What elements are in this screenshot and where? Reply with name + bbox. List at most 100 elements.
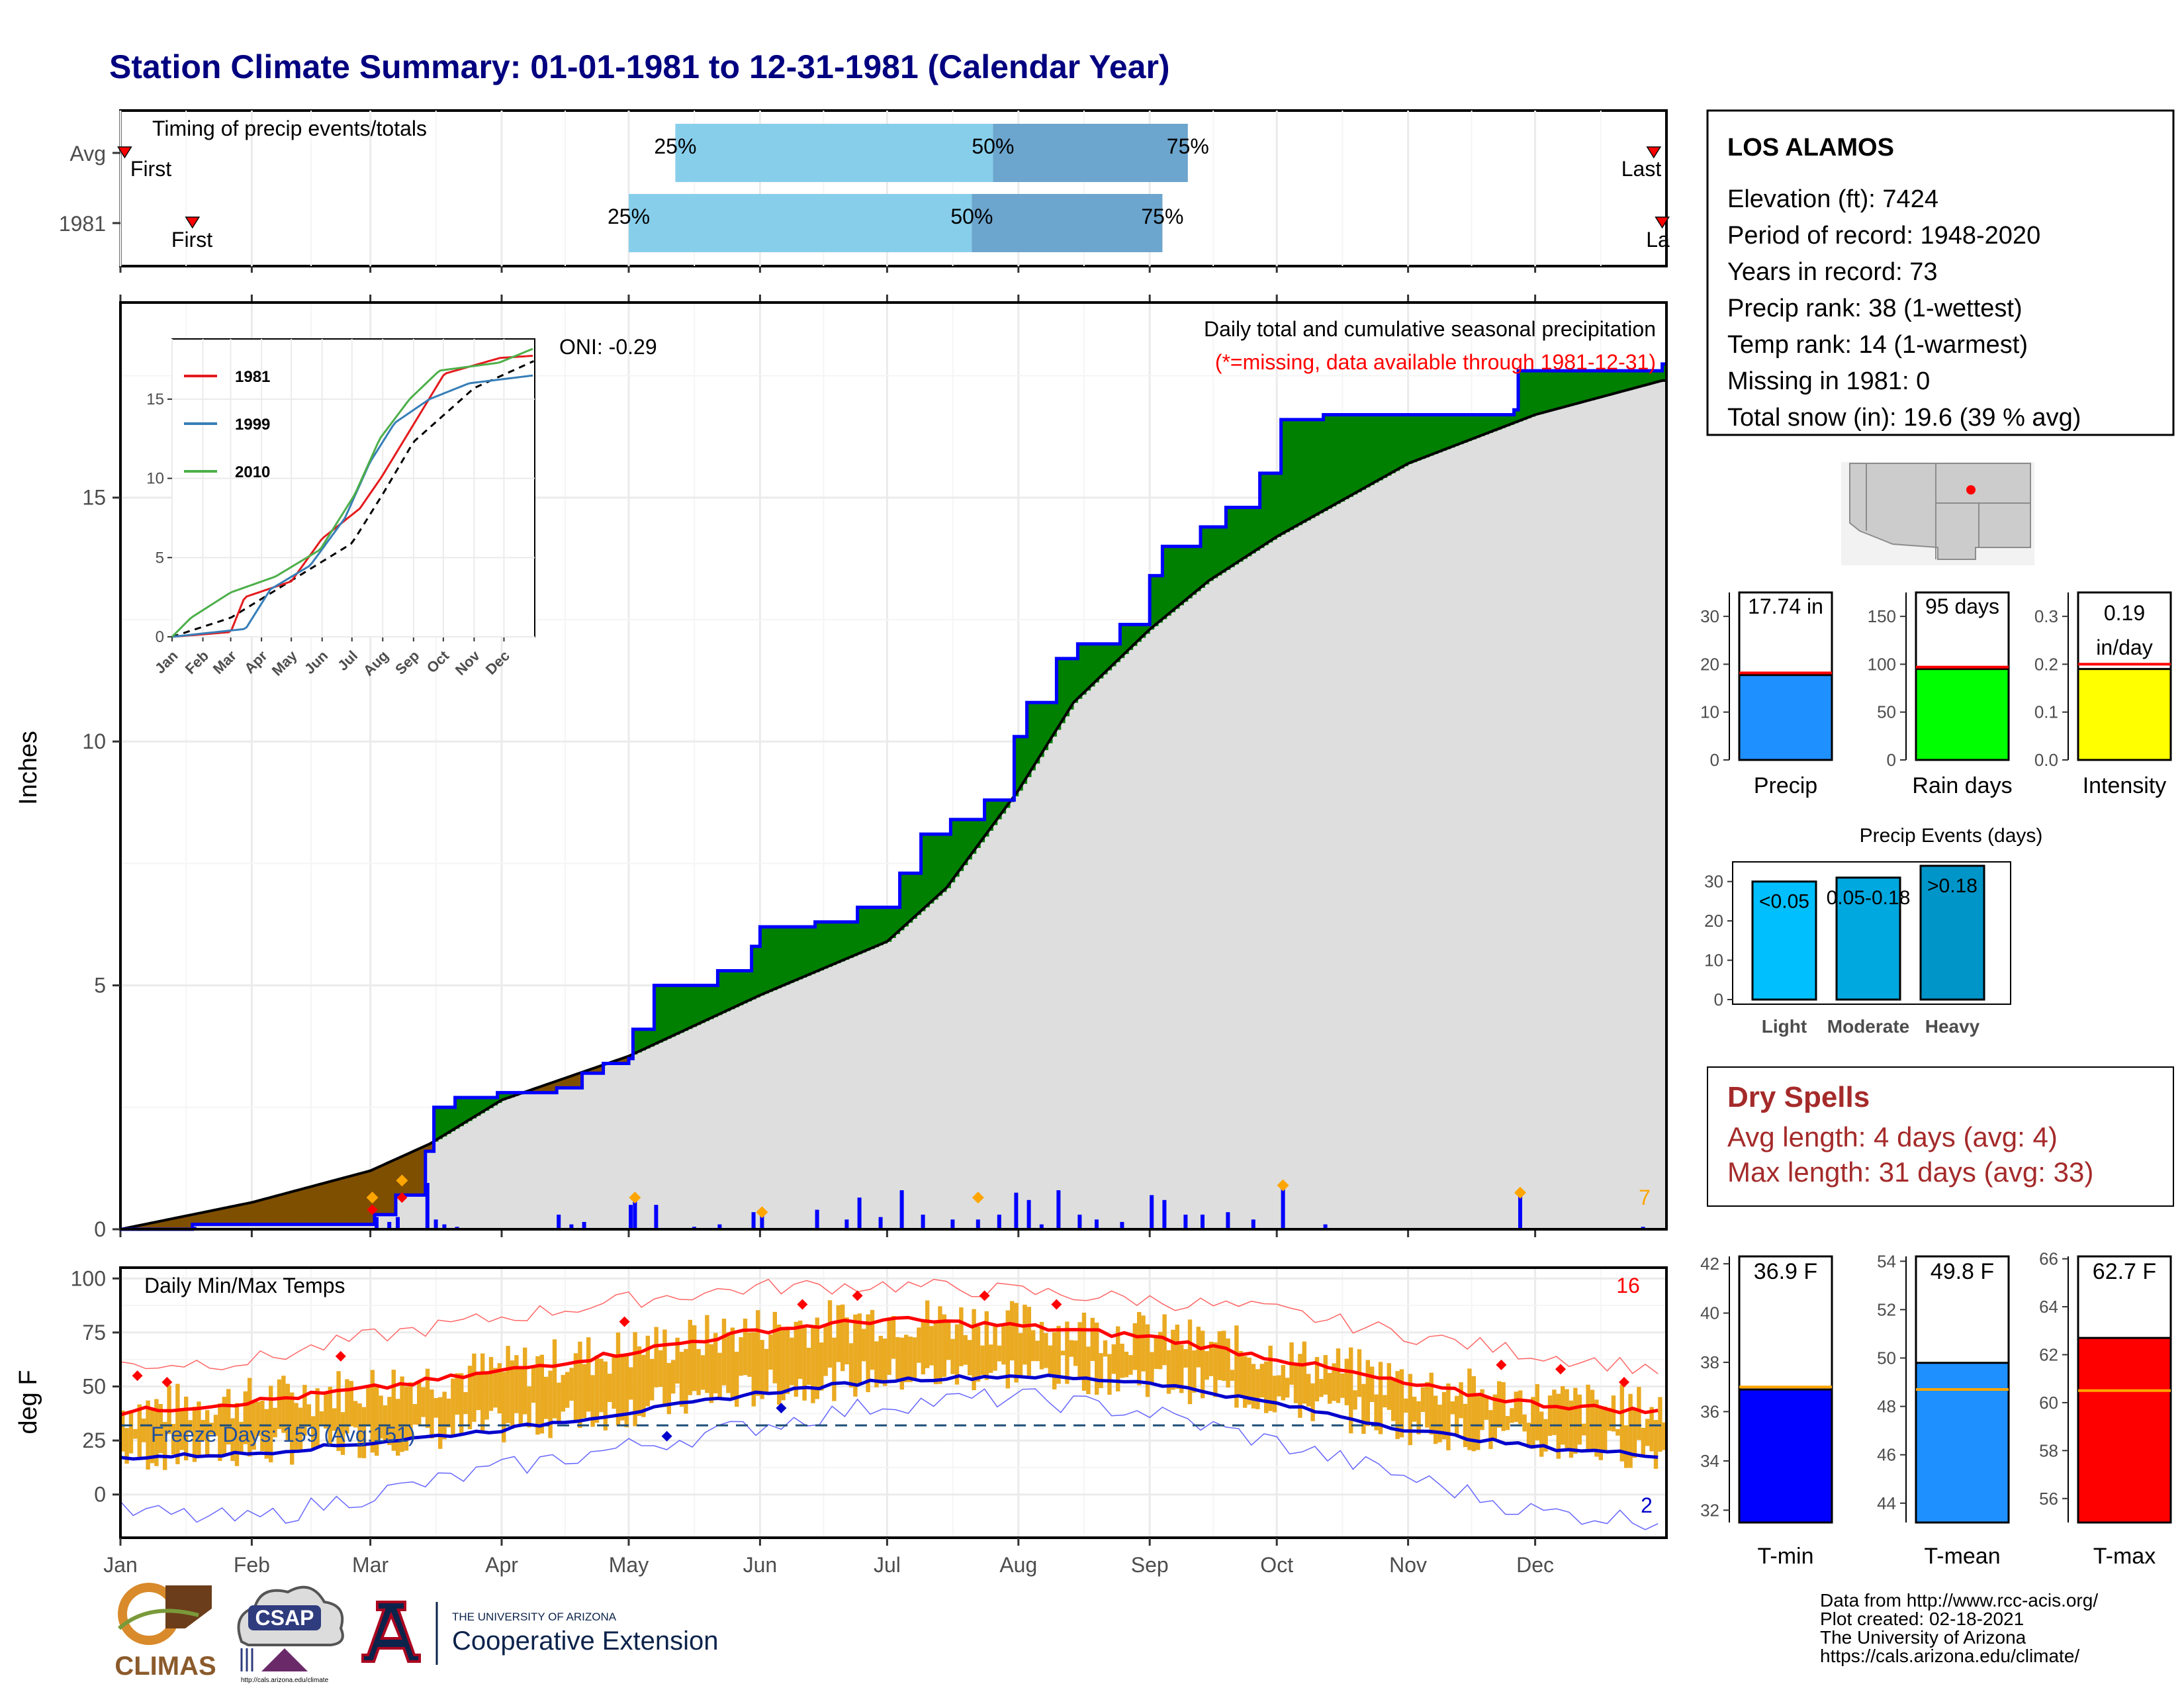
temp-daily-bar-188 xyxy=(912,1337,917,1379)
temp-daily-bar-342 xyxy=(1565,1389,1569,1448)
temp-red-marker-7 xyxy=(1051,1299,1062,1310)
temp-daily-bar-338 xyxy=(1547,1395,1553,1436)
temp-daily-bar-343 xyxy=(1569,1400,1574,1458)
events-category-light: Light xyxy=(1762,1016,1807,1037)
summary-bar-fill-9 xyxy=(1915,1362,2010,1524)
precip-daily-bar-42 xyxy=(1518,1195,1522,1229)
temp-daily-bar-365 xyxy=(1662,1422,1666,1450)
temp-daily-bar-11 xyxy=(163,1422,167,1470)
events-ytick-label-3: 30 xyxy=(1704,872,1723,892)
temp-xtick-label-3: Apr xyxy=(485,1553,518,1577)
precip-daily-bar-12 xyxy=(633,1199,637,1229)
precip-title: Daily total and cumulative seasonal prec… xyxy=(1204,317,1656,341)
temp-daily-bar-176 xyxy=(862,1329,866,1362)
temp-daily-bar-32 xyxy=(251,1402,256,1450)
temp-daily-bar-296 xyxy=(1370,1366,1375,1402)
timing-title: Timing of precip events/totals xyxy=(152,117,427,140)
temp-daily-bar-28 xyxy=(234,1403,240,1466)
temp-daily-bar-122 xyxy=(633,1332,637,1427)
temp-daily-bar-130 xyxy=(666,1362,671,1415)
summary-bar-rain-days: 0 50 100 150 95 days Rain days xyxy=(1868,591,2013,798)
temp-daily-bar-40 xyxy=(285,1383,290,1441)
timing-last-marker-0 xyxy=(1646,146,1662,159)
temp-daily-bar-348 xyxy=(1590,1389,1595,1450)
temp-daily-bar-329 xyxy=(1510,1408,1514,1423)
temp-xtick-label-2: Mar xyxy=(352,1553,388,1577)
temp-daily-bar-282 xyxy=(1310,1383,1315,1421)
temp-daily-bar-361 xyxy=(1645,1419,1650,1446)
precip-daily-bar-1 xyxy=(375,1217,379,1229)
summary-ytick-label-5-2: 100 xyxy=(1868,654,1896,674)
temp-daily-bar-237 xyxy=(1120,1343,1124,1378)
events-bar-light xyxy=(1751,880,1817,1001)
temp-daily-bar-283 xyxy=(1314,1357,1320,1402)
temp-daily-bar-75 xyxy=(433,1397,438,1418)
temp-daily-bar-331 xyxy=(1518,1390,1523,1425)
temp-daily-bar-73 xyxy=(425,1368,430,1429)
temp-daily-bar-326 xyxy=(1497,1381,1502,1428)
temp-daily-bar-201 xyxy=(968,1340,972,1376)
temp-daily-bar-6 xyxy=(142,1418,146,1442)
precip-daily-bar-25 xyxy=(976,1219,980,1229)
station-name: LOS ALAMOS xyxy=(1727,134,1894,162)
temp-daily-bar-86 xyxy=(480,1353,485,1432)
temp-daily-bar-315 xyxy=(1450,1401,1455,1415)
summary-ytick-label-6-2: 0.2 xyxy=(2034,654,2058,674)
temp-daily-bar-129 xyxy=(662,1329,667,1407)
temp-daily-bar-347 xyxy=(1586,1384,1590,1450)
temp-daily-bar-312 xyxy=(1437,1404,1442,1442)
precip-ytick-label-0: 0 xyxy=(94,1217,106,1241)
temp-daily-bar-123 xyxy=(637,1346,642,1416)
precip-daily-bar-35 xyxy=(1162,1199,1167,1229)
temp-red-marker-0 xyxy=(132,1370,143,1382)
events-category-moderate: Moderate xyxy=(1827,1016,1909,1037)
precip-events-bars: 0 10 20 30 <0.05 Light 0.05-0.18 Moderate >0.18 H… xyxy=(1704,865,1985,1037)
temp-daily-bar-322 xyxy=(1480,1389,1484,1430)
temp-daily-bar-22 xyxy=(209,1423,214,1434)
summary-bar-fill-6 xyxy=(2077,668,2172,761)
timing-bar-q2-1 xyxy=(972,194,1163,252)
events-bar-label-moderate: 0.05-0.18 xyxy=(1827,887,1911,909)
summary-bar-fill-8 xyxy=(1738,1388,1833,1524)
precip-daily-bar-38 xyxy=(1226,1212,1230,1229)
temp-daily-bar-263 xyxy=(1230,1370,1235,1381)
temp-daily-bar-105 xyxy=(561,1375,565,1412)
temp-daily-bar-114 xyxy=(599,1358,604,1413)
temp-daily-bar-104 xyxy=(557,1382,561,1423)
csap-logo: CSAP http://cals.arizona.edu/climate xyxy=(237,1585,344,1684)
temp-daily-bar-168 xyxy=(827,1300,833,1368)
temp-daily-bar-49 xyxy=(324,1393,328,1429)
temp-daily-bar-178 xyxy=(870,1309,875,1370)
precip-panel: 0 5 10 15 Inches Daily total and cumulative… xyxy=(15,295,1668,1241)
precip-daily-bar-30 xyxy=(1056,1190,1061,1229)
temp-daily-bar-91 xyxy=(502,1372,506,1442)
temp-daily-bar-147 xyxy=(739,1337,743,1376)
dry-spells-avg: Avg length: 4 days (avg: 4) xyxy=(1727,1121,2058,1152)
precip-daily-bar-3 xyxy=(396,1217,400,1229)
temp-daily-bar-240 xyxy=(1132,1323,1137,1370)
temp-daily-bar-107 xyxy=(569,1368,574,1401)
temp-daily-bar-291 xyxy=(1349,1347,1353,1434)
temp-ytick-label-3: 75 xyxy=(82,1321,106,1344)
temp-daily-bar-47 xyxy=(315,1388,320,1446)
temp-daily-bar-359 xyxy=(1637,1387,1641,1440)
temp-daily-bar-205 xyxy=(984,1311,989,1380)
temp-daily-bar-310 xyxy=(1429,1372,1433,1435)
temp-daily-bar-281 xyxy=(1306,1374,1311,1407)
summary-ytick-label-5-3: 150 xyxy=(1868,606,1896,626)
footer-line-2: Plot created: 02-18-2021 xyxy=(1820,1609,2024,1629)
temp-daily-bar-31 xyxy=(248,1378,252,1457)
precip-daily-bar-20 xyxy=(857,1197,862,1229)
dry-spells-title: Dry Spells xyxy=(1727,1081,1870,1113)
timing-first-marker-0 xyxy=(117,146,132,159)
temp-daily-bar-355 xyxy=(1619,1384,1624,1462)
temp-daily-bar-120 xyxy=(624,1355,629,1428)
temp-daily-bar-94 xyxy=(514,1355,519,1413)
temp-daily-bar-69 xyxy=(408,1382,413,1438)
temp-daily-bar-227 xyxy=(1077,1322,1082,1379)
temp-daily-bar-138 xyxy=(700,1355,705,1390)
temp-daily-bar-336 xyxy=(1539,1411,1544,1457)
temp-daily-bar-88 xyxy=(488,1356,494,1411)
